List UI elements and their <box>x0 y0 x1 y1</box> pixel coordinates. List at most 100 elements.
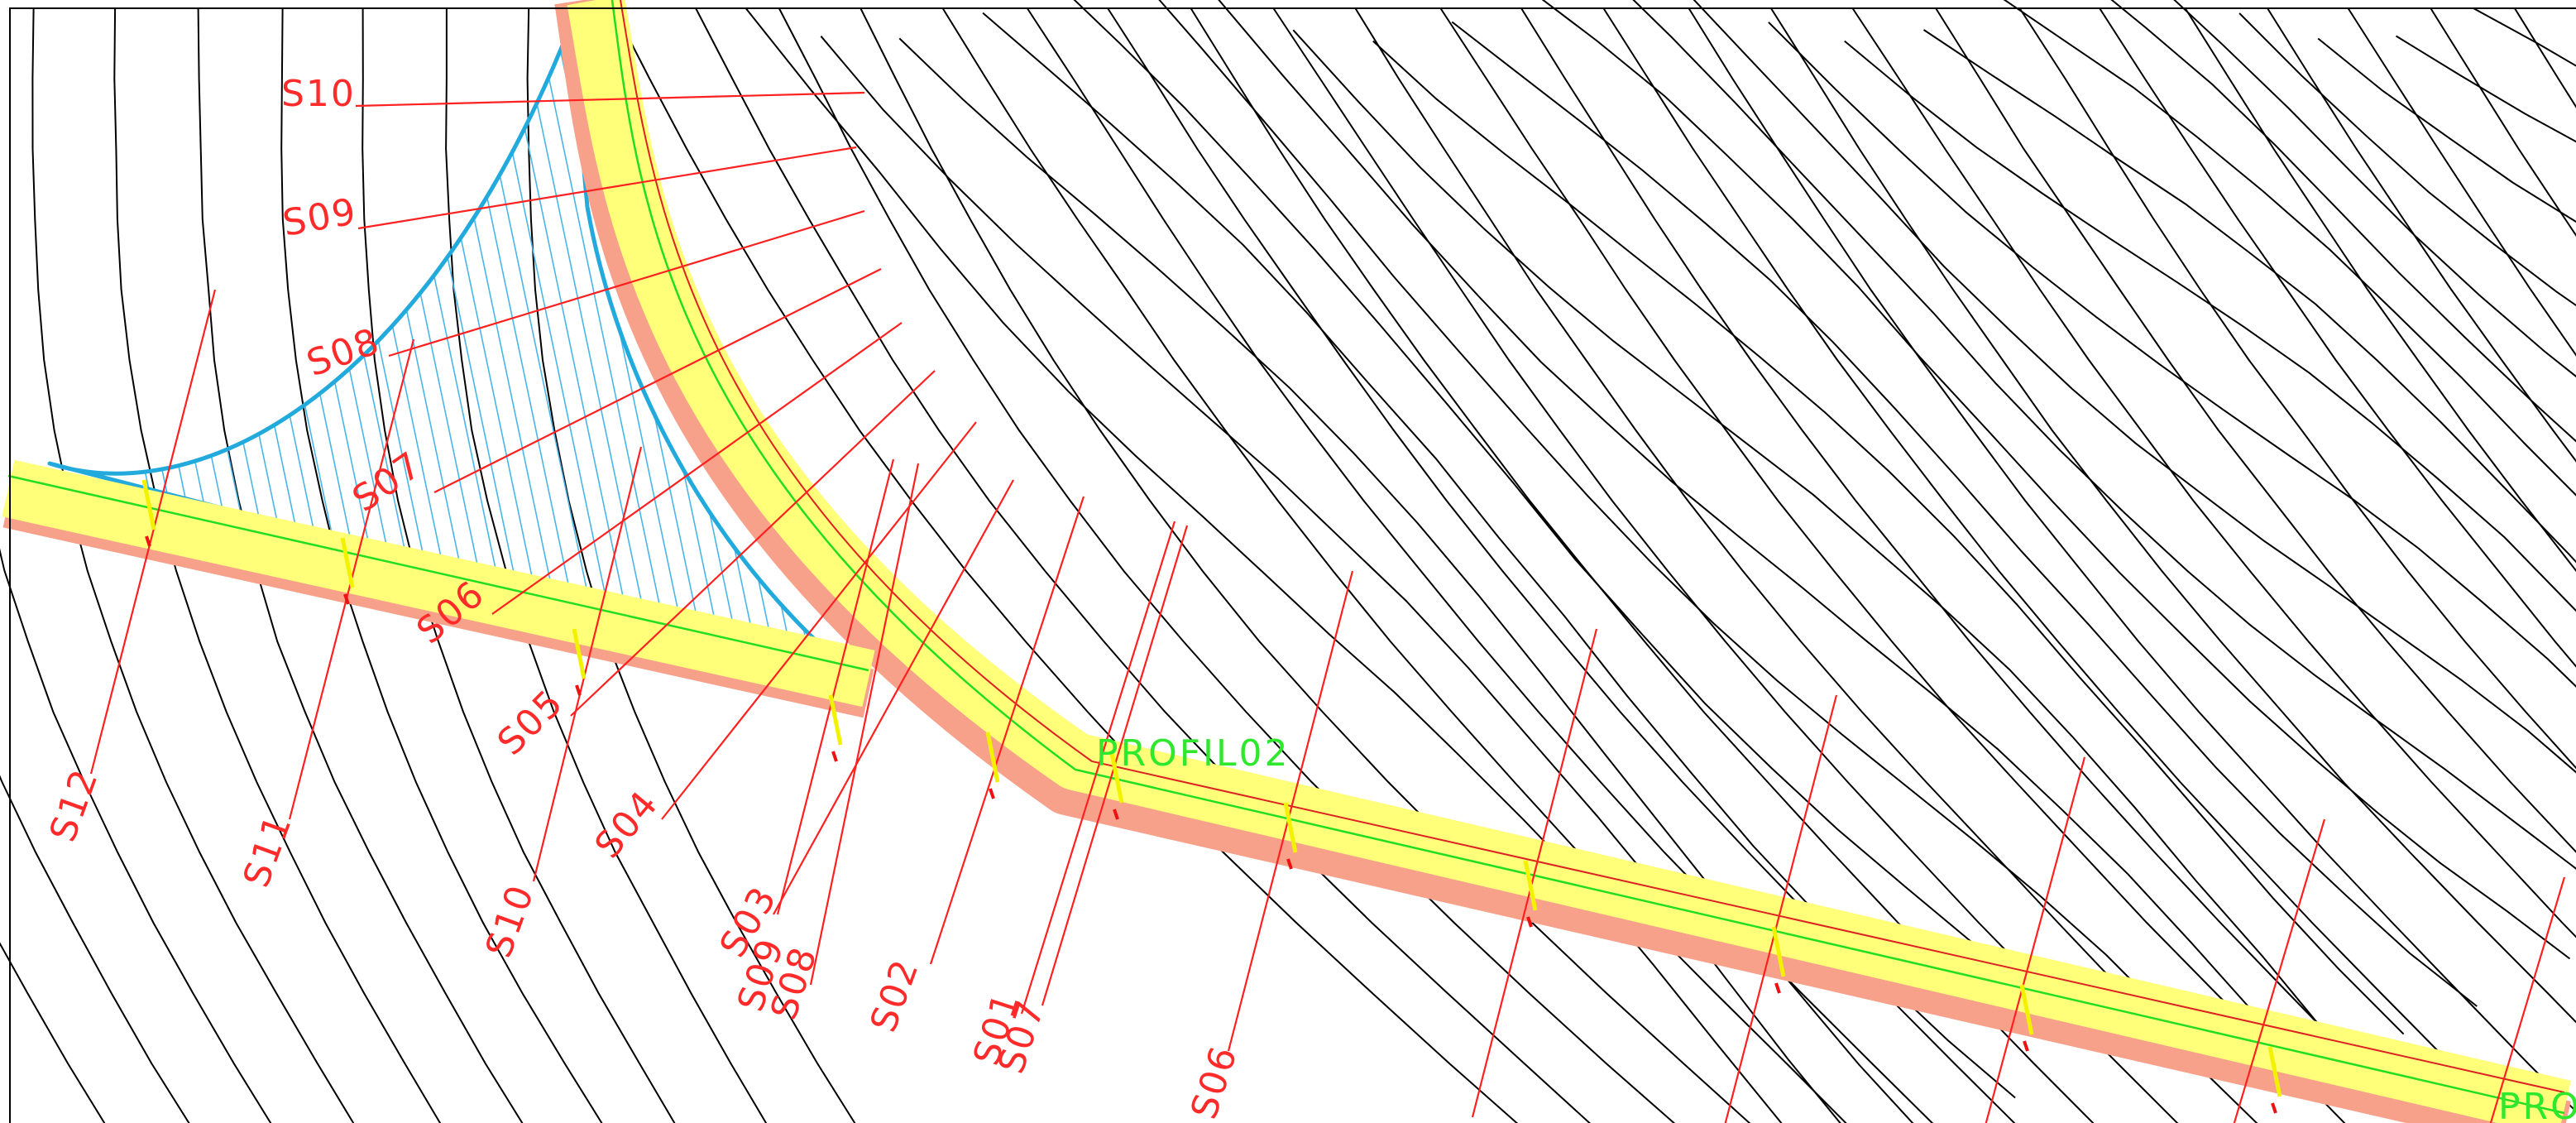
station-mark <box>1113 809 1119 820</box>
section-line <box>532 446 643 882</box>
profile-label-profile-main: PRO <box>2498 1086 2576 1123</box>
cross-sections <box>89 91 2566 1123</box>
contour-line <box>1520 7 2417 1123</box>
contour-line <box>1272 7 2179 1123</box>
contour-line <box>1770 7 2576 1024</box>
contour-line <box>2110 0 2576 443</box>
section-line <box>1227 570 1354 1052</box>
section-label-s10-top: S10 <box>281 73 356 115</box>
station-mark <box>1286 858 1293 870</box>
section-line <box>2233 818 2326 1123</box>
contour-line <box>1851 7 2576 938</box>
axis-main <box>610 0 2565 1115</box>
station-tick <box>1283 802 1298 853</box>
contour-line <box>1372 40 2405 1035</box>
section-label-s04-top: S04 <box>587 782 667 866</box>
contour-line <box>1439 7 2346 1123</box>
station-mark <box>831 751 838 762</box>
contour-line <box>31 7 355 1123</box>
contour-line <box>2267 7 2576 463</box>
station-tick <box>141 479 156 530</box>
contour-line <box>2347 7 2576 357</box>
contour-line <box>2430 7 2576 238</box>
contour-line <box>2184 7 2576 573</box>
contour-line <box>612 7 1519 1123</box>
section-line <box>773 479 1014 915</box>
contour-line <box>2317 37 2576 223</box>
section-line <box>661 421 977 820</box>
contour-line <box>2173 0 2576 378</box>
contour-line <box>1844 40 2576 612</box>
contour-line <box>1693 0 2576 774</box>
section-label-s02-top: S02 <box>862 953 927 1038</box>
section-line <box>388 209 865 358</box>
section-line <box>929 496 1085 965</box>
contour-line <box>2395 35 2576 143</box>
section-line <box>776 458 895 915</box>
section-line <box>1724 694 1838 1123</box>
section-line <box>2489 876 2566 1123</box>
station-tick <box>828 694 843 746</box>
section-line <box>433 268 882 493</box>
profile-label-profile-02: PROFIL02 <box>1096 732 1290 775</box>
section-line <box>89 289 217 775</box>
contour-line <box>1688 7 2576 1113</box>
contour-line <box>1354 7 2258 1123</box>
section-line <box>1985 756 2086 1123</box>
contour-line <box>0 775 190 1123</box>
contour-line <box>1768 22 2576 688</box>
contour-line <box>526 7 856 1123</box>
contour-line <box>2018 7 2576 770</box>
station-tick <box>340 537 355 588</box>
axis-red <box>620 0 2565 1093</box>
station-mark <box>145 535 151 547</box>
contour-line <box>1632 0 2576 870</box>
section-label-s07-top: S07 <box>345 444 430 521</box>
section-label-s09-top: S09 <box>280 190 360 245</box>
contour-line <box>1158 0 2170 1019</box>
section-line <box>570 370 936 717</box>
contour-line <box>1541 0 2571 960</box>
section-label-s10-bot: S10 <box>477 879 543 963</box>
station-tick <box>1109 752 1124 804</box>
station-mark <box>1526 916 1533 928</box>
contour-line <box>1602 7 2511 1123</box>
section-label-s06-bot: S06 <box>1183 1040 1246 1123</box>
station-mark <box>2023 1040 2029 1052</box>
station-mark <box>989 788 995 799</box>
contour-line <box>113 7 442 1123</box>
station-mark <box>343 593 350 605</box>
contour-line <box>859 7 1751 1123</box>
section-label-s12-bot: S12 <box>41 763 107 847</box>
station-mark <box>575 684 582 696</box>
section-line <box>1020 521 1176 1015</box>
contour-line <box>2003 0 2576 497</box>
station-tick <box>985 732 1000 783</box>
band-main <box>567 0 2571 1123</box>
station-tick <box>572 628 587 679</box>
section-line <box>1471 628 1598 1118</box>
contour-line <box>2238 12 2576 307</box>
section-label-s05-top: S05 <box>490 681 572 764</box>
contour-line <box>1292 29 2326 1033</box>
station-mark <box>2271 1102 2277 1114</box>
contour-line <box>0 942 106 1123</box>
contour-line <box>0 548 272 1123</box>
contour-line <box>778 7 1676 1123</box>
station-mark <box>1774 982 1781 994</box>
contour-line <box>1451 21 2478 1007</box>
zone-outline <box>47 22 850 673</box>
contour-line <box>1073 0 2101 1050</box>
section-line <box>809 463 920 986</box>
section-label-s11-bot: S11 <box>235 809 300 893</box>
contour-line <box>1922 29 2576 564</box>
section-line <box>491 322 903 615</box>
contour-line <box>1218 0 2258 1018</box>
contour-line <box>2099 7 2576 668</box>
drawing-frame <box>9 7 2576 1123</box>
contour-line <box>1935 7 2576 853</box>
station-tick <box>1523 860 1538 911</box>
section-line <box>355 91 865 108</box>
